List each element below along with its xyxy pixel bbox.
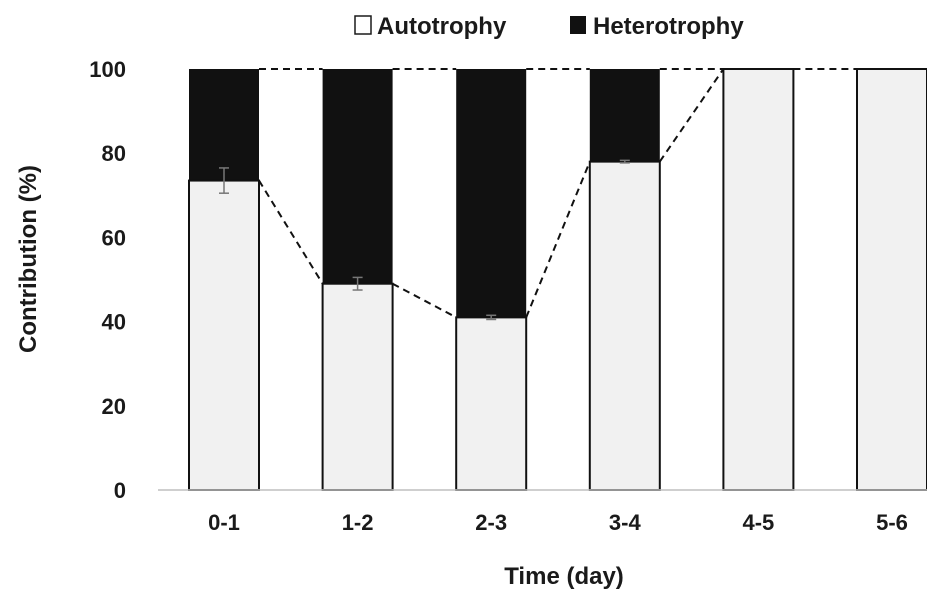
x-tick-label: 4-5 <box>743 510 775 535</box>
bar-autotrophy <box>856 68 927 491</box>
legend: Autotrophy Heterotrophy <box>354 13 744 40</box>
bar-autotrophy <box>722 68 795 491</box>
bar-heterotrophy <box>456 69 527 318</box>
auto-line <box>658 68 725 163</box>
y-tick-label: 100 <box>89 57 126 82</box>
legend-label-heterotrophy: Heterotrophy <box>593 13 744 40</box>
x-axis: 0-1 1-2 2-3 3-4 4-5 5-6 <box>158 489 927 535</box>
bar-autotrophy <box>588 160 661 491</box>
x-tick-label: 2-3 <box>475 510 507 535</box>
y-tick-label: 0 <box>114 478 126 503</box>
y-axis: 0 20 40 60 80 100 <box>89 57 126 503</box>
x-axis-title: Time (day) <box>504 563 624 590</box>
bar-autotrophy <box>455 316 528 492</box>
legend-swatch-heterotrophy <box>570 16 586 34</box>
bar-heterotrophy <box>589 69 660 162</box>
x-tick-label: 1-2 <box>342 510 374 535</box>
bar-autotrophy <box>321 282 394 491</box>
x-tick-label: 3-4 <box>609 510 642 535</box>
y-tick-label: 60 <box>102 225 126 250</box>
auto-line <box>525 161 591 318</box>
y-tick-label: 40 <box>102 310 126 335</box>
y-tick-label: 80 <box>102 141 126 166</box>
auto-line <box>392 282 457 319</box>
x-tick-label: 0-1 <box>208 510 240 535</box>
legend-swatch-autotrophy <box>354 15 372 35</box>
bar-autotrophy <box>188 179 260 491</box>
bar-heterotrophy <box>322 69 393 284</box>
bars <box>188 68 927 492</box>
y-axis-title: Contribution (%) <box>15 165 42 353</box>
auto-line <box>258 180 324 285</box>
bar-heterotrophy <box>189 69 259 181</box>
y-tick-label: 20 <box>102 394 126 419</box>
legend-label-autotrophy: Autotrophy <box>377 13 507 40</box>
x-tick-label: 5-6 <box>876 510 908 535</box>
